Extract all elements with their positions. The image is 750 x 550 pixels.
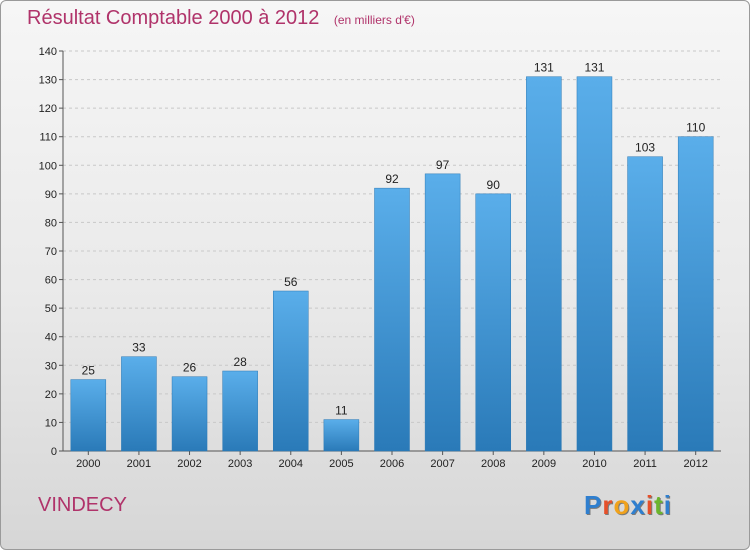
x-tick-label: 2008: [481, 458, 505, 470]
y-tick-label: 140: [39, 46, 57, 58]
logo-letter: i: [663, 490, 672, 520]
bar: [70, 379, 107, 452]
y-tick-label: 130: [39, 75, 57, 87]
bar: [171, 376, 208, 452]
chart-title: Résultat Comptable 2000 à 2012 (en milli…: [27, 7, 415, 30]
bar-value-label: 110: [686, 121, 705, 135]
x-tick-label: 2011: [633, 458, 657, 470]
x-tick-label: 2009: [532, 458, 556, 470]
bar: [323, 419, 360, 452]
labels: 0 10 20 30 40 50 60 70 80 90 100 110 120 130 140 25 2000…: [39, 46, 708, 470]
bar-value-label: 56: [284, 275, 298, 289]
logo-letter: i: [645, 490, 655, 520]
bar-value-label: 131: [534, 61, 554, 75]
bar-value-label: 103: [635, 141, 655, 155]
x-tick-label: 2003: [228, 458, 252, 470]
logo-letter: P: [584, 490, 603, 520]
x-tick-label: 2012: [683, 458, 707, 470]
logo-letter: r: [602, 490, 614, 520]
proxiti-logo: Proxiti: [584, 490, 672, 521]
logo-letter: o: [613, 490, 631, 520]
y-tick-label: 10: [45, 417, 57, 429]
logo-letter: x: [630, 490, 646, 520]
bar: [222, 370, 258, 452]
x-tick-label: 2000: [76, 458, 100, 470]
bar-value-label: 25: [82, 364, 96, 378]
bars: [70, 76, 714, 452]
bar-value-label: 131: [584, 61, 604, 75]
x-tick-label: 2006: [380, 458, 404, 470]
x-tick-label: 2010: [582, 458, 606, 470]
bar: [576, 76, 613, 452]
bar-value-label: 92: [385, 172, 399, 186]
x-tick-label: 2001: [127, 458, 151, 470]
y-tick-label: 40: [45, 332, 57, 344]
bar-value-label: 90: [487, 178, 501, 192]
y-tick-label: 100: [39, 160, 57, 172]
bar: [627, 156, 663, 452]
bar: [273, 290, 309, 452]
y-tick-label: 30: [45, 360, 57, 372]
subtitle-text: (en milliers d'€): [333, 13, 415, 27]
bar-value-label: 33: [132, 341, 146, 355]
bar: [424, 173, 461, 452]
title-text: Résultat Comptable 2000 à 2012: [27, 7, 320, 29]
bar-value-label: 28: [233, 355, 247, 369]
bar: [526, 76, 562, 452]
x-tick-label: 2002: [177, 458, 201, 470]
y-tick-label: 80: [45, 217, 57, 229]
y-tick-label: 50: [45, 303, 57, 315]
bar: [677, 136, 714, 452]
bar-value-label: 26: [183, 361, 197, 375]
x-tick-label: 2005: [329, 458, 353, 470]
bar: [475, 193, 511, 452]
bar-value-label: 11: [335, 404, 348, 418]
y-tick-label: 110: [39, 132, 57, 144]
y-tick-label: 70: [45, 246, 57, 258]
y-tick-label: 0: [51, 446, 57, 458]
y-tick-label: 120: [39, 103, 57, 115]
y-tick-label: 90: [45, 189, 57, 201]
x-tick-label: 2007: [430, 458, 454, 470]
bar: [374, 187, 410, 452]
logo-letter: t: [654, 490, 664, 520]
y-tick-label: 60: [45, 275, 57, 287]
y-tick-label: 20: [45, 389, 57, 401]
x-tick-label: 2004: [279, 458, 303, 470]
commune-name: VINDECY: [38, 494, 127, 516]
bar-value-label: 97: [436, 158, 450, 172]
bar: [121, 356, 157, 452]
